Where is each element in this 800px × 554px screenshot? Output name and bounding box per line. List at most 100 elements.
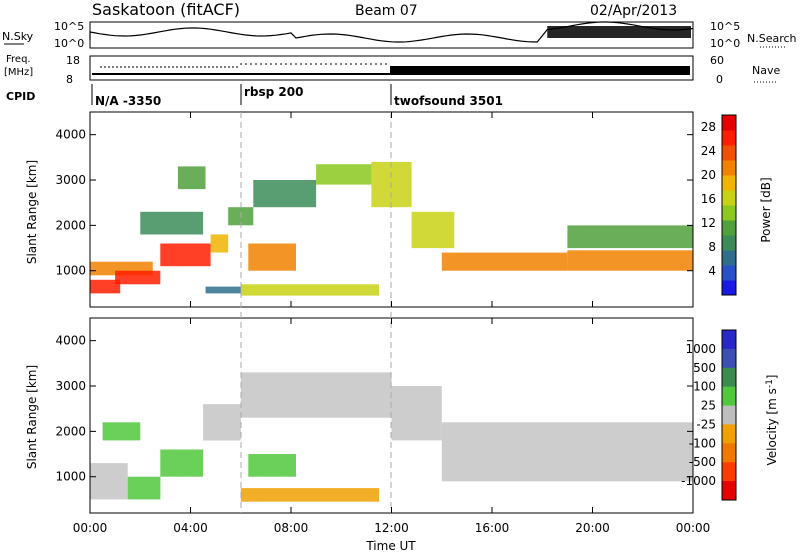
data-band-9 (253, 180, 317, 208)
power-colorbar-tick: 20 (701, 168, 716, 182)
data-band-7 (248, 243, 296, 271)
sky-tick-top: 10^5 (54, 20, 84, 33)
power-colorbar-swatch (722, 175, 736, 191)
power-colorbar-tick: 12 (701, 216, 716, 230)
sky-noise-trace (89, 21, 694, 43)
power-colorbar-label: Power [dB] (759, 177, 773, 242)
velocity-colorbar-tick: 500 (693, 361, 716, 375)
power-colorbar-swatch (722, 280, 736, 296)
x-axis-label: Time UT (365, 539, 416, 553)
data-band-1 (127, 476, 161, 500)
nave-block-late (390, 66, 690, 74)
velocity-colorbar-swatch (722, 443, 736, 463)
data-band-2 (160, 449, 203, 477)
date-title: 02/Apr/2013 (590, 3, 677, 19)
data-band-17 (205, 286, 241, 294)
time-axis: 00:00 04:00 08:00 12:00 16:00 20:00 00:00 (73, 112, 710, 535)
sky-label: N.Sky (2, 30, 34, 43)
y-tick-label: 3000 (55, 173, 86, 187)
data-band-14 (567, 250, 693, 271)
y-tick-label: 2000 (55, 424, 86, 438)
velocity-colorbar-swatch (722, 386, 736, 407)
x-tick-label: 12:00 (374, 521, 409, 535)
velocity-colorbar-tick: 25 (701, 399, 716, 413)
power-colorbar-swatch (722, 145, 736, 161)
power-colorbar-tick: 8 (708, 240, 716, 254)
data-band-7 (391, 386, 442, 441)
data-band-5 (140, 211, 204, 235)
data-band-12 (411, 211, 455, 249)
velocity-colorbar-tick: -1000 (681, 474, 716, 488)
freq-right-tick-bottom: 0 (716, 73, 723, 86)
power-colorbar-swatch (722, 160, 736, 176)
cpid-segment-3: twofsound 3501 (394, 94, 503, 108)
x-tick-label: 16:00 (475, 521, 510, 535)
velocity-colorbar-tick: 1000 (685, 342, 716, 356)
power-colorbar-swatch (722, 130, 736, 146)
x-tick-label: 08:00 (274, 521, 309, 535)
velocity-colorbar-swatch (722, 367, 736, 388)
power-colorbar-tick: 28 (701, 120, 716, 134)
velocity-colorbar-tick: -25 (696, 417, 716, 431)
velocity-colorbar-swatch (722, 424, 736, 444)
y-tick-label: 2000 (55, 218, 86, 232)
sky-right-tick-bottom: 10^0 (710, 37, 740, 50)
data-band-13 (441, 252, 568, 271)
cpid-segment-1: N/A -3350 (95, 94, 161, 108)
data-band-16 (240, 284, 379, 296)
freq-tick-bottom: 8 (66, 73, 73, 86)
velocity-colorbar: 1000 500 100 25 -25 -100 -500 -1000 (681, 329, 737, 501)
freq-panel-frame (89, 55, 694, 81)
sky-search-block (547, 26, 691, 38)
data-band-10 (316, 164, 372, 185)
power-colorbar-swatch (722, 220, 736, 236)
power-ylabel: Slant Range [km] (25, 160, 39, 264)
data-band-8 (441, 422, 694, 482)
freq-tick-top: 18 (66, 54, 80, 67)
data-band-4 (210, 234, 229, 253)
velocity-y-axis: 1000 2000 3000 4000 (55, 334, 693, 484)
y-tick-label: 3000 (55, 379, 86, 393)
velocity-colorbar-swatch (722, 405, 736, 425)
velocity-colorbar-swatch (722, 330, 736, 350)
y-tick-label: 1000 (55, 470, 86, 484)
data-band-6 (177, 166, 206, 190)
power-colorbar: 4 8 12 16 20 24 28 (701, 114, 737, 296)
x-tick-label: 00:00 (73, 521, 108, 535)
power-colorbar-tick: 4 (708, 264, 716, 278)
power-y-axis: 1000 2000 3000 4000 (55, 128, 693, 278)
velocity-colorbar-label: Velocity [m s-1] (765, 375, 779, 466)
data-band-0 (90, 463, 128, 500)
power-panel: 1000 2000 3000 4000 Slant Range [km] (25, 111, 694, 308)
velocity-colorbar-frame (721, 329, 737, 501)
power-colorbar-swatch (722, 205, 736, 221)
velocity-panel: 1000 2000 3000 4000 Slant Range [km] (25, 317, 694, 514)
data-band-3 (160, 243, 211, 267)
velocity-colorbar-swatch (722, 481, 736, 501)
velocity-colorbar-tick: -500 (689, 455, 716, 469)
power-colorbar-swatch (722, 265, 736, 281)
velocity-colorbar-tick: -100 (689, 436, 716, 450)
x-tick-label: 04:00 (173, 521, 208, 535)
velocity-colorbar-tick: 100 (693, 380, 716, 394)
freq-right-tick-top: 60 (710, 54, 724, 67)
cpid-segment-2: rbsp 200 (244, 85, 303, 99)
freq-label-line1: Freq. (6, 54, 31, 65)
y-tick-label: 1000 (55, 264, 86, 278)
data-band-3 (203, 404, 241, 441)
y-tick-label: 4000 (55, 128, 86, 142)
velocity-colorbar-swatch (722, 348, 736, 369)
power-colorbar-frame (721, 114, 737, 296)
nave-label: Nave (752, 64, 780, 77)
power-data-marks (90, 161, 693, 296)
data-band-9 (102, 422, 141, 441)
freq-label-line2: [MHz] (4, 67, 33, 78)
power-colorbar-swatch (722, 190, 736, 206)
search-label: N.Search (747, 32, 797, 45)
cpid-label: CPID (6, 90, 35, 103)
velocity-data-marks (90, 372, 694, 502)
sky-tick-bottom: 10^0 (54, 37, 84, 50)
power-colorbar-swatch (722, 250, 736, 266)
station-title: Saskatoon (fitACF) (92, 0, 240, 19)
